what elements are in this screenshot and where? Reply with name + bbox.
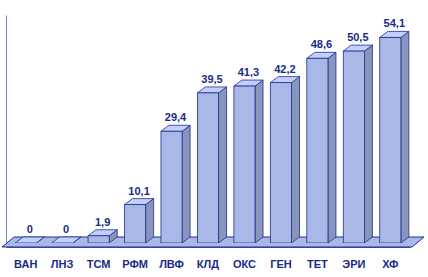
- x-tick-label: КЛД: [197, 258, 219, 270]
- bar: [52, 237, 81, 243]
- bar-front: [52, 243, 73, 244]
- bar-front: [15, 243, 36, 244]
- bar-top: [15, 237, 44, 243]
- x-axis-line: [7, 247, 411, 248]
- data-label: 29,4: [165, 111, 187, 123]
- x-tick-label: ВАН: [14, 258, 37, 270]
- bar-top: [234, 80, 263, 86]
- data-label: 39,5: [201, 73, 222, 85]
- bar-side: [146, 199, 154, 243]
- bar-top: [161, 125, 190, 131]
- x-tick: КЛД: [197, 247, 219, 270]
- x-tick: ЛВФ: [159, 247, 184, 270]
- bar-side: [219, 87, 227, 243]
- bar-front: [343, 51, 364, 243]
- bar-top: [343, 45, 372, 51]
- bar-front: [88, 236, 109, 243]
- y-axis-line: [6, 16, 7, 244]
- data-label: 41,3: [238, 66, 259, 78]
- data-label: 0: [27, 223, 33, 235]
- data-label: 48,6: [311, 38, 332, 50]
- bar-side: [291, 77, 299, 243]
- bar-side: [182, 125, 190, 243]
- x-tick-label: ГЕН: [270, 258, 292, 270]
- bar-front: [161, 131, 182, 243]
- bar-front: [307, 58, 328, 243]
- bar-top: [125, 199, 154, 205]
- x-tick-label: РФМ: [122, 258, 148, 270]
- bar: [88, 230, 117, 243]
- x-tick: ВАН: [14, 247, 37, 270]
- data-labels: 0 0 1,9 10,1 29,4 39,5 41,3 42,2 48,6 50,5 54,1: [27, 17, 405, 235]
- x-tick: ТСМ: [87, 247, 111, 270]
- x-tick: РФМ: [122, 247, 148, 270]
- x-tick-label: ЭРИ: [342, 258, 365, 270]
- bar: [161, 125, 190, 243]
- x-tick-label: ТЕТ: [307, 258, 328, 270]
- x-axis: ВАН ЛНЗ ТСМ РФМ ЛВФ КЛД ОКС ГЕН ТЕТ ЭРИ ХФ: [7, 247, 411, 270]
- bar: [197, 87, 226, 243]
- bar-top: [197, 87, 226, 93]
- x-tick-label: ОКС: [233, 258, 256, 270]
- bar-top: [307, 52, 336, 58]
- x-tick-label: ЛНЗ: [51, 258, 74, 270]
- bar: [125, 199, 154, 243]
- y-axis: [6, 16, 7, 244]
- bar: [307, 52, 336, 243]
- bar-top: [88, 230, 117, 236]
- data-label: 10,1: [128, 185, 149, 197]
- bar-front: [380, 37, 401, 243]
- data-label: 50,5: [347, 31, 368, 43]
- x-tick: ХФ: [382, 247, 398, 270]
- x-tick: ЭРИ: [342, 247, 365, 270]
- x-tick: ГЕН: [270, 247, 292, 270]
- bar: [343, 45, 372, 243]
- x-tick-label: ТСМ: [87, 258, 111, 270]
- bar-side: [255, 80, 263, 243]
- x-tick-label: ЛВФ: [159, 258, 184, 270]
- data-label: 1,9: [95, 216, 110, 228]
- bar-front: [197, 93, 218, 243]
- bars: [15, 31, 409, 243]
- x-tick-label: ХФ: [382, 258, 398, 270]
- x-tick: ТЕТ: [307, 247, 328, 270]
- x-tick: ЛНЗ: [51, 247, 74, 270]
- bar-top: [52, 237, 81, 243]
- bar-front: [234, 86, 255, 243]
- bar-side: [364, 45, 372, 243]
- data-label: 54,1: [384, 17, 405, 29]
- bar-front: [270, 83, 291, 243]
- bar: [380, 31, 409, 243]
- bar-top: [380, 31, 409, 37]
- data-label: 42,2: [274, 63, 295, 75]
- x-tick: ОКС: [233, 247, 256, 270]
- bar-side: [328, 52, 336, 243]
- bar: [234, 80, 263, 243]
- chart: 0 0 1,9 10,1 29,4 39,5 41,3 42,2 48,6 50,5 54,1 ВАН…: [0, 0, 428, 277]
- bar-side: [401, 31, 409, 243]
- bar: [270, 77, 299, 243]
- bar-top: [270, 77, 299, 83]
- bar-front: [125, 205, 146, 243]
- data-label: 0: [63, 223, 69, 235]
- bar: [15, 237, 44, 243]
